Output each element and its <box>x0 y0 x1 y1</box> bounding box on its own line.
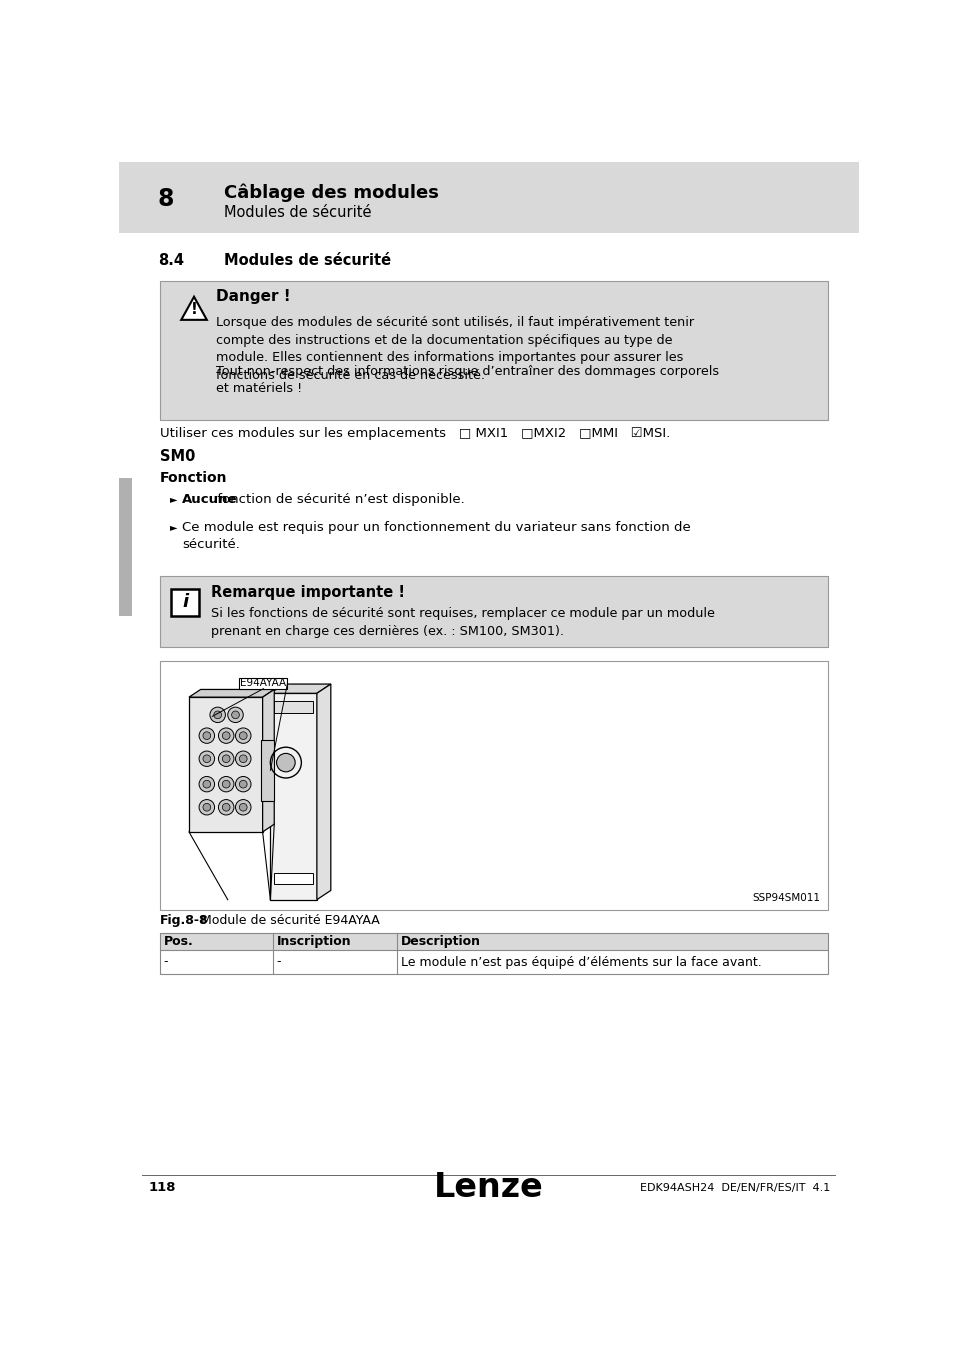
Circle shape <box>239 755 247 763</box>
Text: Pos.: Pos. <box>163 934 193 948</box>
Bar <box>159 281 827 420</box>
Text: Module de sécurité E94AYAA: Module de sécurité E94AYAA <box>200 914 379 927</box>
Text: SSP94SM011: SSP94SM011 <box>752 892 820 903</box>
Text: Danger !: Danger ! <box>216 289 291 304</box>
Bar <box>274 701 313 713</box>
Circle shape <box>218 728 233 744</box>
Text: Remarque importante !: Remarque importante ! <box>211 585 404 599</box>
Text: i: i <box>182 594 188 612</box>
Text: -: - <box>163 956 168 968</box>
Circle shape <box>218 776 233 792</box>
Circle shape <box>199 776 214 792</box>
Circle shape <box>222 803 230 811</box>
Text: Aucune: Aucune <box>182 493 237 506</box>
Text: -: - <box>276 956 281 968</box>
Text: Description: Description <box>400 934 480 948</box>
Text: Modules de sécurité: Modules de sécurité <box>224 252 391 269</box>
Circle shape <box>199 751 214 767</box>
Polygon shape <box>270 694 316 899</box>
Circle shape <box>213 711 221 718</box>
Bar <box>171 589 199 617</box>
Circle shape <box>199 799 214 815</box>
Polygon shape <box>189 690 274 697</box>
Text: Lorsque des modules de sécurité sont utilisés, il faut impérativement tenir
comp: Lorsque des modules de sécurité sont uti… <box>216 316 694 382</box>
Circle shape <box>210 707 225 722</box>
Circle shape <box>232 711 239 718</box>
Circle shape <box>222 780 230 788</box>
Text: ►: ► <box>170 494 177 505</box>
Polygon shape <box>189 697 262 832</box>
Polygon shape <box>181 297 207 320</box>
Bar <box>159 933 827 973</box>
Circle shape <box>218 799 233 815</box>
Text: fonction de sécurité n’est disponible.: fonction de sécurité n’est disponible. <box>213 493 464 506</box>
Text: Ce module est requis pour un fonctionnement du variateur sans fonction de
sécuri: Ce module est requis pour un fonctionnem… <box>182 521 690 551</box>
Text: Utiliser ces modules sur les emplacements   □ MXI1   □MXI2   □MMI   ☑MSI.: Utiliser ces modules sur les emplacement… <box>159 427 669 440</box>
Text: 8.4: 8.4 <box>158 252 184 269</box>
Circle shape <box>276 753 294 772</box>
Circle shape <box>228 707 243 722</box>
Circle shape <box>199 728 214 744</box>
Polygon shape <box>270 684 331 694</box>
Circle shape <box>203 803 211 811</box>
Circle shape <box>222 732 230 740</box>
Text: Inscription: Inscription <box>276 934 351 948</box>
Circle shape <box>239 732 247 740</box>
Text: E94AYAA: E94AYAA <box>240 678 286 688</box>
Circle shape <box>239 803 247 811</box>
Text: Fonction: Fonction <box>159 471 227 485</box>
Bar <box>274 872 313 884</box>
Text: Lenze: Lenze <box>434 1172 543 1204</box>
Circle shape <box>222 755 230 763</box>
Circle shape <box>203 780 211 788</box>
Circle shape <box>239 780 247 788</box>
Text: EDK94ASH24  DE/EN/FR/ES/IT  4.1: EDK94ASH24 DE/EN/FR/ES/IT 4.1 <box>639 1183 830 1192</box>
Circle shape <box>203 732 211 740</box>
Text: Fig.8-8: Fig.8-8 <box>159 914 208 927</box>
Circle shape <box>235 728 251 744</box>
Bar <box>261 740 274 801</box>
Bar <box>159 576 827 647</box>
Text: Câblage des modules: Câblage des modules <box>224 184 438 202</box>
Polygon shape <box>262 690 274 832</box>
Polygon shape <box>316 684 331 899</box>
Text: Tout non-respect des informations risque d’entraîner des dommages corporels
et m: Tout non-respect des informations risque… <box>216 364 719 396</box>
Circle shape <box>203 755 211 763</box>
Text: Le module n’est pas équipé d’éléments sur la face avant.: Le module n’est pas équipé d’éléments su… <box>400 956 760 968</box>
Circle shape <box>235 799 251 815</box>
Bar <box>159 662 827 910</box>
Circle shape <box>218 751 233 767</box>
Text: 118: 118 <box>149 1181 176 1195</box>
Bar <box>239 678 287 688</box>
Bar <box>119 478 132 617</box>
Text: ►: ► <box>170 522 177 532</box>
Text: SM0: SM0 <box>159 450 194 464</box>
Bar <box>159 933 827 950</box>
Bar <box>119 162 858 232</box>
Text: 8: 8 <box>158 186 174 211</box>
Text: Modules de sécurité: Modules de sécurité <box>224 205 371 220</box>
Text: !: ! <box>191 302 197 317</box>
Text: Si les fonctions de sécurité sont requises, remplacer ce module par un module
pr: Si les fonctions de sécurité sont requis… <box>211 608 714 637</box>
Circle shape <box>235 751 251 767</box>
Circle shape <box>235 776 251 792</box>
